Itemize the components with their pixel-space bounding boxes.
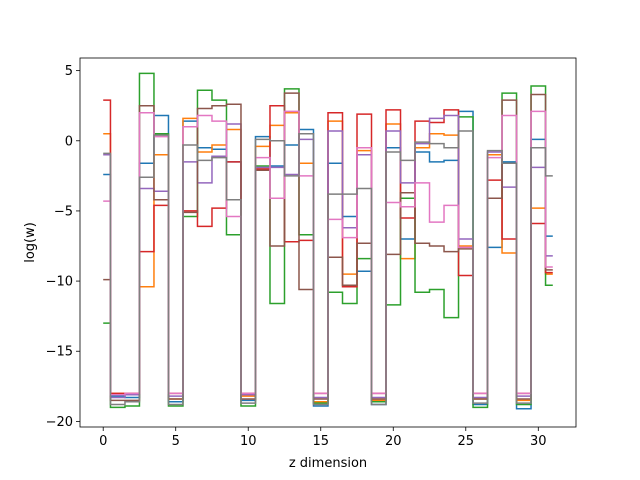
y-tick-label: −10: [46, 275, 73, 290]
x-tick-label: 20: [385, 434, 402, 449]
x-axis-label: z dimension: [289, 456, 367, 471]
x-tick-label: 5: [172, 434, 180, 449]
series-layer: [103, 72, 553, 410]
x-tick-label: 25: [458, 434, 475, 449]
x-tick-label: 15: [312, 434, 329, 449]
x-tick-label: 10: [240, 434, 257, 449]
y-tick-label: −20: [46, 415, 73, 430]
series-line-8: [103, 130, 553, 406]
y-tick-label: −5: [54, 204, 73, 219]
series-line-5: [103, 114, 553, 399]
x-axis-ticks: 0 5 10 15 20 25 30: [99, 427, 547, 449]
y-axis-label: log(w): [23, 222, 38, 263]
y-tick-label: −15: [46, 345, 73, 360]
y-axis-ticks: −20 −15 −10 −5 0 5: [46, 64, 80, 430]
x-tick-label: 0: [99, 434, 107, 449]
x-tick-label: 30: [530, 434, 547, 449]
plot-frame: [79, 57, 577, 428]
y-tick-label: 5: [65, 64, 73, 79]
y-tick-label: 0: [65, 134, 73, 149]
